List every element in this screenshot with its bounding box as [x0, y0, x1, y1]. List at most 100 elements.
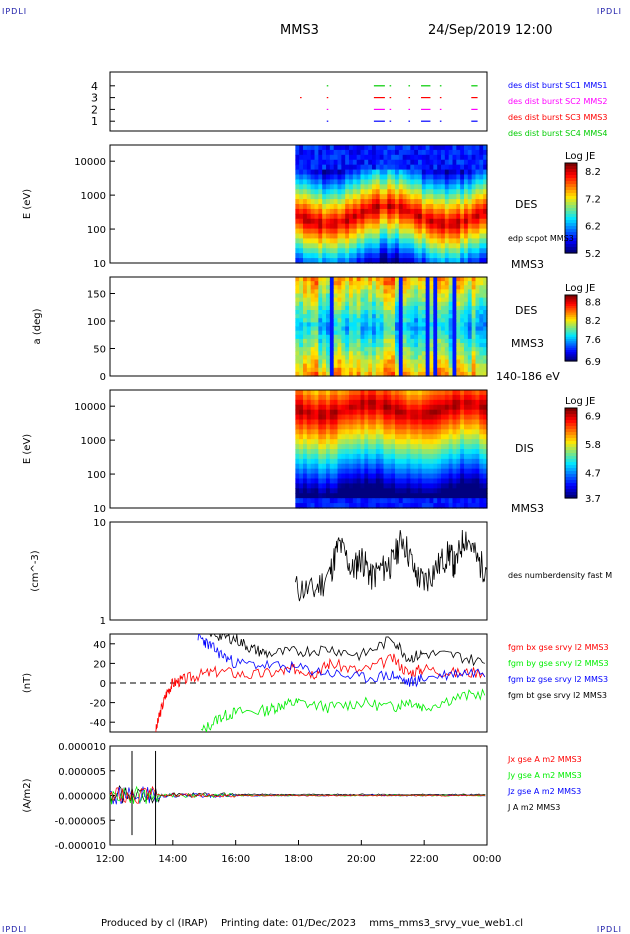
x-tick-label: 16:00	[221, 854, 250, 865]
des-label: DES	[515, 198, 537, 211]
x-tick-label: 20:00	[347, 854, 376, 865]
current-ylabel: (A/m2)	[22, 778, 33, 812]
des_energy-colorbar-title: Log JE	[565, 151, 595, 162]
footer-produced-by: Produced by cl (IRAP)	[101, 918, 208, 929]
y-tick-label: 40	[93, 640, 106, 651]
des_energy-frame	[109, 144, 488, 264]
footer-filename: mms_mms3_srvy_vue_web1.cl	[369, 918, 523, 929]
burst-legend-entry: des dist burst SC3 MMS3	[508, 113, 607, 122]
bfield-series-bz	[197, 634, 486, 688]
energy-range-label: 140-186 eV	[496, 370, 560, 383]
y-tick-label: -20	[90, 699, 106, 710]
current-series-bt	[109, 785, 486, 804]
colorbar-tick-label: 6.9	[585, 412, 601, 423]
y-tick-label: 10	[93, 504, 106, 515]
burst-legend-entry: des dist burst SC2 MMS2	[508, 97, 607, 106]
y-tick-label: -40	[90, 718, 106, 729]
dis_energy-frame	[109, 389, 488, 509]
y-tick-label: 0.000010	[58, 742, 106, 753]
des_pitch-spectrogram	[295, 277, 488, 377]
colorbar-tick-label: 7.2	[585, 194, 601, 205]
corner-label-top-left: IPDLI	[2, 7, 28, 16]
burst-legend-entry: des dist burst SC4 MMS4	[508, 129, 607, 138]
density-ylabel: (cm^-3)	[30, 550, 41, 591]
y-tick-label: 10	[93, 259, 106, 270]
colorbar-tick-label: 3.7	[585, 494, 601, 505]
colorbar-tick-label: 8.2	[585, 316, 601, 327]
footer: Produced by cl (IRAP) Printing date: 01/…	[101, 918, 533, 929]
dis_energy-ylabel: E (eV)	[22, 434, 33, 464]
density-legend: des numberdensity fast M	[508, 571, 612, 580]
y-tick-label: 10000	[74, 157, 106, 168]
y-tick-label: 1000	[81, 191, 106, 202]
mms3-pitch-label: MMS3	[511, 337, 544, 350]
y-tick-label: 2	[91, 103, 98, 116]
footer-printing-date: Printing date: 01/Dec/2023	[220, 918, 356, 929]
bfield-series	[155, 634, 486, 732]
des_energy-ylabel: E (eV)	[22, 189, 33, 219]
y-tick-label: 1	[91, 115, 98, 128]
y-tick-label: 10	[93, 518, 106, 529]
dis_energy-colorbar-title: Log JE	[565, 396, 595, 407]
colorbar-tick-label: 8.8	[585, 297, 601, 308]
y-tick-label: 0.000000	[58, 792, 106, 803]
corner-label-bottom-right: IPDLI	[596, 925, 622, 934]
bfield-series-bx	[155, 653, 486, 732]
x-tick-label: 18:00	[284, 854, 313, 865]
colorbar-tick-label: 6.2	[585, 222, 601, 233]
colorbar-tick-label: 8.2	[585, 167, 601, 178]
colorbar-tick-label: 7.6	[585, 335, 601, 346]
bfield-legend-entry: fgm bt gse srvy l2 MMS3	[508, 691, 607, 700]
mission-title: MMS3	[280, 23, 319, 38]
y-tick-label: 4	[91, 80, 98, 93]
y-tick-label: 3	[91, 92, 98, 105]
y-tick-label: 100	[87, 225, 106, 236]
dis_energy-spectrogram	[295, 390, 488, 509]
bfield-legend-entry: fgm by gse srvy l2 MMS3	[508, 659, 609, 668]
colorbar-tick-label: 6.9	[585, 357, 601, 368]
bfield-series-by	[200, 688, 486, 732]
bfield-series-bt	[204, 634, 485, 667]
y-tick-label: 0.000005	[58, 767, 106, 778]
x-tick-label: 00:00	[473, 854, 502, 865]
des_pitch-colorbar-title: Log JE	[565, 283, 595, 294]
current-legend-entry: Jy gse A m2 MMS3	[507, 771, 582, 780]
y-tick-label: 50	[93, 345, 106, 356]
y-tick-label: 20	[93, 659, 106, 670]
mms3-label: MMS3	[511, 258, 544, 271]
burst-legend-entry: des dist burst SC1 MMS1	[508, 81, 607, 90]
y-tick-label: 10000	[74, 402, 106, 413]
y-tick-label: 1000	[81, 436, 106, 447]
corner-label-bottom-left: IPDLI	[2, 925, 28, 934]
current-legend-entry: Jx gse A m2 MMS3	[507, 755, 582, 764]
des_pitch-ylabel: a (deg)	[32, 308, 43, 344]
des-pitch-label: DES	[515, 304, 537, 317]
x-tick-label: 22:00	[410, 854, 439, 865]
mms3-dis-label: MMS3	[511, 502, 544, 515]
y-tick-label: -0.000010	[55, 841, 106, 852]
y-tick-label: 150	[87, 290, 106, 301]
x-tick-label: 12:00	[96, 854, 125, 865]
x-tick-label: 14:00	[158, 854, 187, 865]
density-frame	[109, 521, 488, 621]
current-legend-entry: Jz gse A m2 MMS3	[507, 787, 581, 796]
bfield-legend-entry: fgm bx gse srvy l2 MMS3	[508, 643, 609, 652]
des_pitch-frame	[109, 276, 488, 377]
des_energy-colorbar	[564, 162, 578, 254]
current-series-bx	[109, 785, 486, 804]
density-series-line	[295, 529, 487, 602]
y-tick-label: -0.000005	[55, 816, 106, 827]
datetime-title: 24/Sep/2019 12:00	[428, 23, 553, 38]
current-legend-entry: J A m2 MMS3	[507, 803, 560, 812]
dis-label: DIS	[515, 442, 534, 455]
bfield-legend-entry: fgm bz gse srvy l2 MMS3	[508, 675, 608, 684]
burst-panel-frame	[109, 71, 488, 132]
y-tick-label: 0	[100, 372, 106, 383]
colorbar-tick-label: 4.7	[585, 468, 601, 479]
des_pitch-colorbar	[564, 294, 578, 362]
dis_energy-colorbar	[564, 407, 578, 499]
colorbar-tick-label: 5.8	[585, 440, 601, 451]
colorbar-tick-label: 5.2	[585, 249, 601, 260]
y-tick-label: 0	[100, 679, 106, 690]
